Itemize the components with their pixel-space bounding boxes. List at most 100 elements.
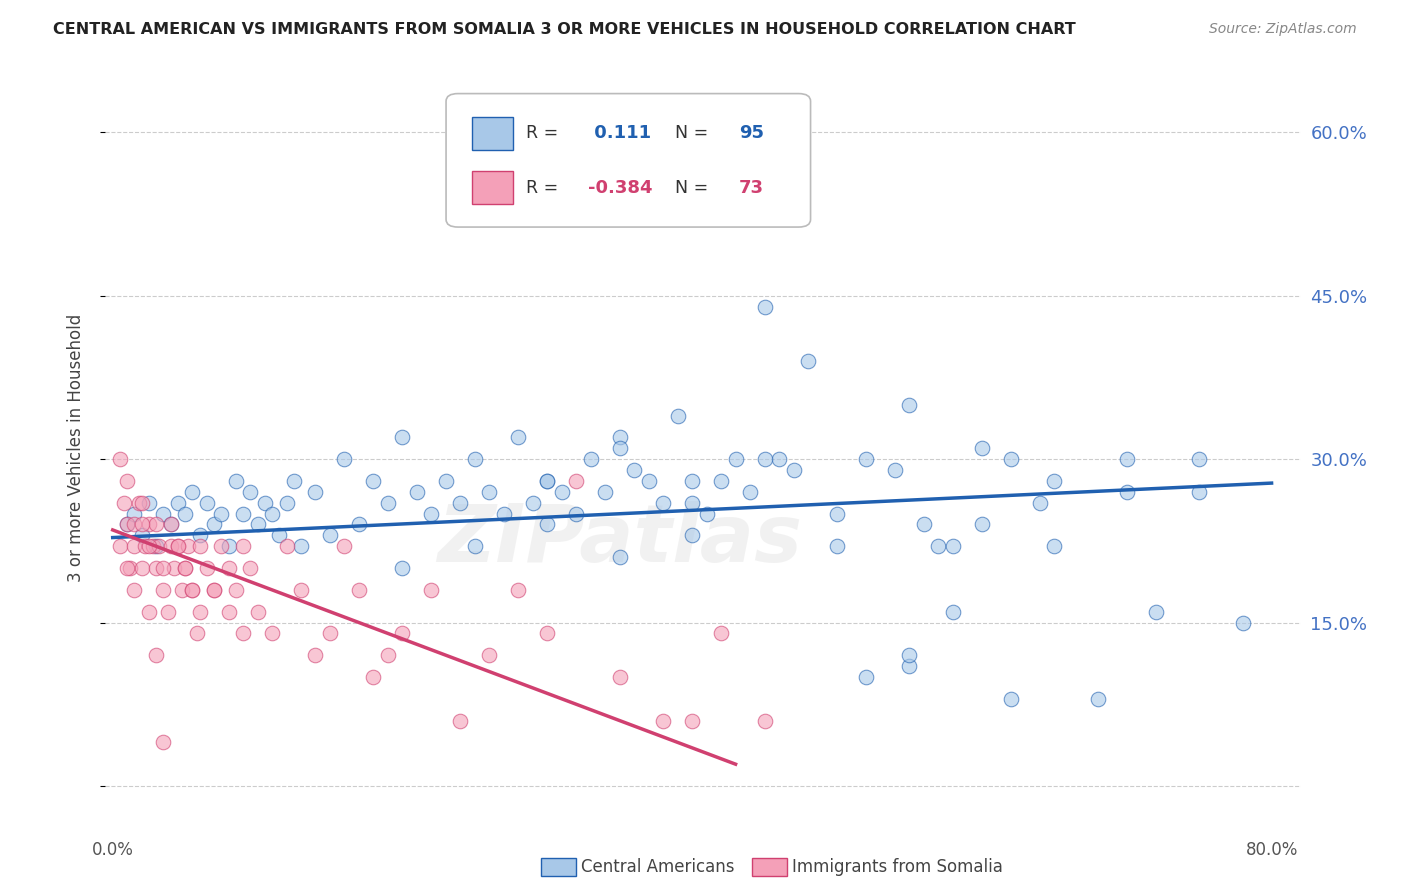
Point <box>260 626 283 640</box>
Point <box>152 582 174 597</box>
Point <box>174 507 197 521</box>
Point <box>652 496 675 510</box>
Point <box>181 582 204 597</box>
Text: R =: R = <box>526 124 564 142</box>
Point <box>333 539 356 553</box>
Point <box>195 561 218 575</box>
Point <box>1188 452 1211 467</box>
Point <box>898 398 921 412</box>
Point <box>522 496 544 510</box>
Point <box>145 517 167 532</box>
Text: Source: ZipAtlas.com: Source: ZipAtlas.com <box>1209 22 1357 37</box>
Point <box>128 496 150 510</box>
Point <box>145 648 167 663</box>
Point <box>406 484 429 499</box>
Point <box>218 539 240 553</box>
Point <box>434 474 457 488</box>
Point <box>172 582 194 597</box>
Point <box>579 452 602 467</box>
Point <box>536 626 558 640</box>
Text: ZIPatlas: ZIPatlas <box>437 500 801 579</box>
Point <box>131 528 153 542</box>
Point <box>347 517 370 532</box>
Point <box>391 430 413 444</box>
Point <box>478 484 501 499</box>
Point <box>593 484 616 499</box>
Text: R =: R = <box>526 178 564 196</box>
Point <box>478 648 501 663</box>
Point <box>898 648 921 663</box>
Point <box>177 539 200 553</box>
Point <box>609 430 631 444</box>
Text: 73: 73 <box>740 178 763 196</box>
Point <box>162 561 184 575</box>
Point <box>1115 484 1137 499</box>
Point <box>115 561 138 575</box>
Point <box>276 539 298 553</box>
Bar <box>471 171 513 204</box>
Point <box>202 517 225 532</box>
Point <box>1087 691 1109 706</box>
Point <box>551 484 574 499</box>
Point <box>138 539 160 553</box>
Point <box>609 670 631 684</box>
Point <box>138 605 160 619</box>
Point <box>768 452 790 467</box>
Point <box>1029 496 1052 510</box>
Point <box>536 474 558 488</box>
Point <box>347 582 370 597</box>
Point <box>319 626 342 640</box>
Point <box>855 452 877 467</box>
Point <box>246 605 269 619</box>
Point <box>681 528 703 542</box>
Point <box>232 626 254 640</box>
Point <box>319 528 342 542</box>
Point <box>970 442 993 455</box>
Point <box>449 714 471 728</box>
Point <box>1232 615 1254 630</box>
Text: Immigrants from Somalia: Immigrants from Somalia <box>792 858 1002 876</box>
Point <box>363 474 385 488</box>
Point <box>565 507 588 521</box>
Point <box>1000 452 1022 467</box>
Point <box>202 582 225 597</box>
Point <box>420 507 443 521</box>
Point <box>363 670 385 684</box>
Point <box>1144 605 1167 619</box>
Point <box>239 561 262 575</box>
Point <box>912 517 935 532</box>
Text: N =: N = <box>664 178 713 196</box>
Point <box>754 300 776 314</box>
Point <box>159 517 181 532</box>
Point <box>174 561 197 575</box>
Point <box>218 561 240 575</box>
Point <box>145 539 167 553</box>
Point <box>167 496 190 510</box>
Point <box>124 517 146 532</box>
Y-axis label: 3 or more Vehicles in Household: 3 or more Vehicles in Household <box>66 314 84 582</box>
Point <box>142 539 165 553</box>
Point <box>188 605 211 619</box>
Point <box>246 517 269 532</box>
Point <box>391 626 413 640</box>
Point <box>377 496 399 510</box>
Point <box>1043 474 1066 488</box>
Point <box>290 539 312 553</box>
Point <box>115 517 138 532</box>
Point <box>666 409 689 423</box>
Point <box>131 496 153 510</box>
Text: N =: N = <box>664 124 713 142</box>
FancyBboxPatch shape <box>446 94 810 227</box>
Point <box>225 582 247 597</box>
Point <box>202 582 225 597</box>
Point <box>131 561 153 575</box>
Point <box>797 354 820 368</box>
Point <box>186 626 208 640</box>
Point <box>782 463 804 477</box>
Point <box>508 430 530 444</box>
Point <box>508 582 530 597</box>
Point <box>181 484 204 499</box>
Point <box>536 517 558 532</box>
Point <box>1043 539 1066 553</box>
Point <box>209 539 232 553</box>
